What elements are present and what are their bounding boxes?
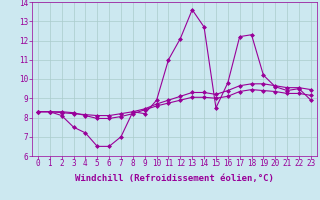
- X-axis label: Windchill (Refroidissement éolien,°C): Windchill (Refroidissement éolien,°C): [75, 174, 274, 183]
